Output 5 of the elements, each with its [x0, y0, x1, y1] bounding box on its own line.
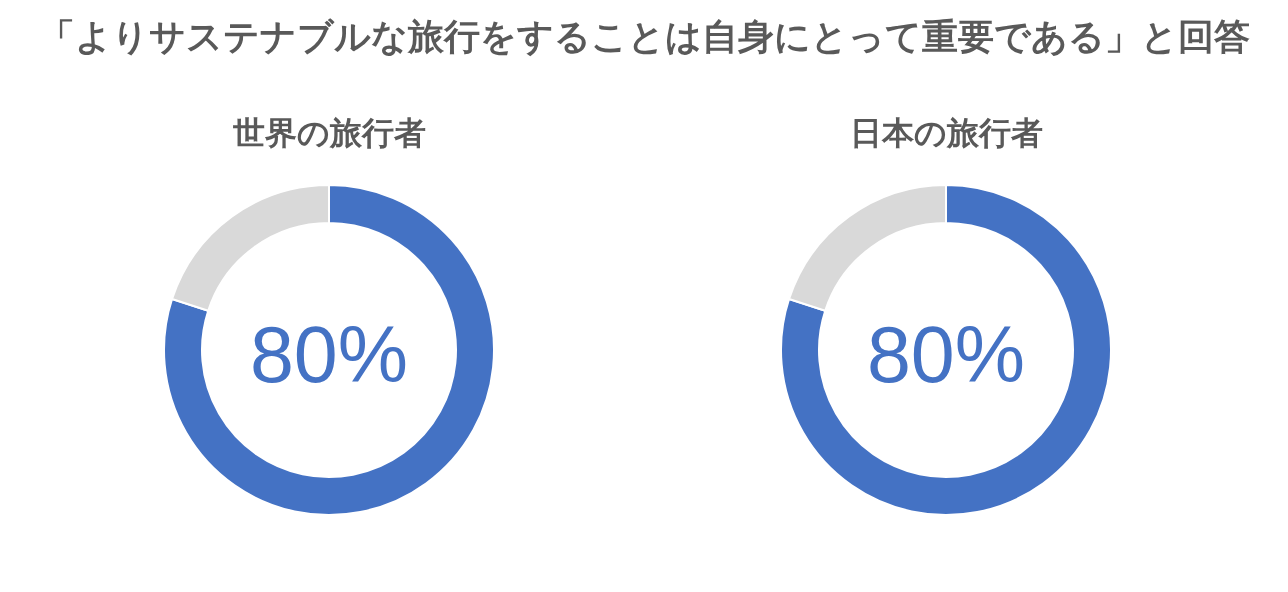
text: 「よりサステナブルな旅行をすることは自身にとって重要である」と回答 — [37, 15, 1251, 59]
chart-subtitle: 日本の旅行者 — [849, 114, 1043, 152]
text: 80% — [249, 309, 409, 399]
text: 80% — [866, 309, 1026, 399]
chart-subtitle: 世界の旅行者 — [231, 114, 426, 152]
